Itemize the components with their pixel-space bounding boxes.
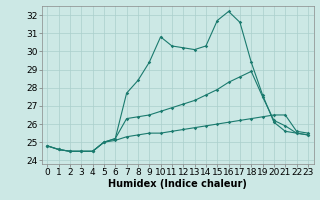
X-axis label: Humidex (Indice chaleur): Humidex (Indice chaleur)	[108, 179, 247, 189]
